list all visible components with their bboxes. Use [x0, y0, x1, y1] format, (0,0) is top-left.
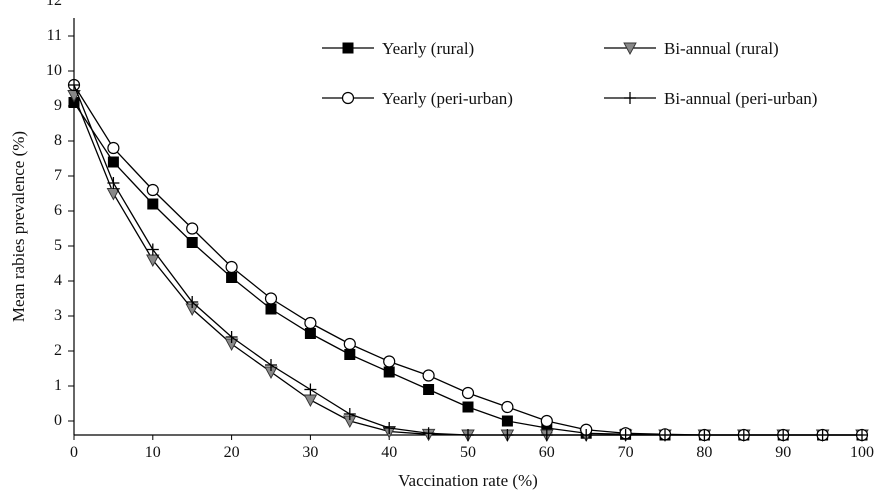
- data-point: [146, 183, 159, 197]
- y-tick-label: 6: [54, 202, 62, 219]
- data-point: [226, 272, 238, 283]
- series-layer: [67, 78, 869, 442]
- y-tick-label: 0: [54, 412, 62, 429]
- legend-item: Yearly (peri-urban): [322, 89, 513, 108]
- series-line: [73, 84, 862, 436]
- data-point: [146, 243, 159, 256]
- data-point: [580, 429, 593, 441]
- legend-item: Yearly (rural): [322, 39, 474, 58]
- y-tick-label: 11: [47, 27, 62, 44]
- y-tick-label: 10: [46, 62, 62, 79]
- data-point: [344, 349, 356, 360]
- data-point: [698, 429, 711, 441]
- y-tick-label: 3: [54, 307, 62, 324]
- data-point: [343, 337, 356, 351]
- data-point: [501, 415, 513, 427]
- y-tick-label: 2: [54, 342, 62, 359]
- data-point: [737, 429, 750, 441]
- y-tick-label: 4: [54, 272, 62, 289]
- data-point: [107, 141, 120, 155]
- data-point: [461, 386, 475, 400]
- x-axis-ticks: 0 10 20 30 40 50 60 70 80 90 100: [70, 435, 874, 461]
- data-point: [304, 316, 317, 330]
- data-point: [540, 429, 553, 441]
- data-point: [147, 198, 159, 210]
- legend-label: Yearly (rural): [382, 39, 474, 58]
- series-line: [73, 84, 862, 436]
- y-tick-label: 1: [54, 377, 62, 394]
- y-tick-label: 5: [54, 237, 62, 254]
- series-line: [73, 95, 862, 436]
- data-point: [303, 394, 318, 407]
- data-point: [624, 92, 636, 104]
- data-point: [623, 42, 637, 55]
- data-point: [343, 408, 356, 420]
- data-point: [501, 429, 514, 441]
- data-point: [107, 177, 120, 189]
- y-tick-label: 7: [54, 167, 62, 184]
- data-point: [422, 369, 435, 382]
- data-point: [107, 156, 119, 168]
- data-point: [186, 296, 199, 308]
- x-tick-label: 70: [618, 444, 634, 461]
- data-point: [856, 429, 868, 441]
- data-point: [304, 383, 317, 396]
- legend: Yearly (rural) Bi-annual (rural) Yearly (p…: [322, 39, 817, 108]
- x-axis-title: Vaccination rate (%): [398, 471, 538, 490]
- x-tick-label: 50: [460, 444, 476, 461]
- series-bi-annual-peri-urban: [68, 79, 868, 441]
- data-point: [225, 260, 238, 274]
- data-point: [422, 427, 435, 440]
- data-point: [462, 429, 474, 441]
- x-tick-label: 40: [381, 444, 397, 461]
- y-tick-label: 9: [54, 97, 62, 114]
- data-point: [341, 91, 355, 105]
- data-point: [383, 355, 396, 368]
- x-tick-label: 20: [224, 444, 240, 461]
- data-point: [462, 401, 474, 413]
- data-point: [342, 42, 354, 54]
- data-point: [777, 429, 790, 441]
- x-tick-label: 10: [145, 444, 161, 461]
- data-point: [304, 328, 316, 339]
- data-point: [619, 429, 632, 441]
- data-point: [816, 429, 829, 441]
- x-tick-label: 80: [696, 444, 712, 461]
- data-point: [68, 79, 80, 91]
- x-tick-label: 60: [539, 444, 555, 461]
- legend-label: Bi-annual (rural): [664, 39, 779, 58]
- legend-label: Bi-annual (peri-urban): [664, 89, 817, 108]
- data-point: [225, 331, 238, 343]
- x-tick-label: 90: [775, 444, 791, 461]
- x-tick-label: 0: [70, 444, 78, 461]
- data-point: [383, 422, 396, 434]
- legend-label: Yearly (peri-urban): [382, 89, 513, 108]
- data-point: [659, 429, 671, 441]
- data-point: [540, 414, 553, 428]
- data-point: [423, 384, 435, 395]
- data-point: [265, 359, 277, 371]
- series-line: [73, 102, 862, 436]
- data-point: [186, 237, 198, 248]
- y-tick-label: 8: [54, 132, 62, 149]
- series-yearly-peri-urban: [67, 78, 869, 442]
- y-axis-title: Mean rabies prevalence (%): [9, 131, 28, 322]
- y-tick-label: 12: [46, 0, 62, 9]
- x-tick-label: 30: [302, 444, 318, 461]
- data-point: [383, 366, 395, 378]
- data-point: [186, 222, 199, 235]
- legend-item: Bi-annual (peri-urban): [604, 89, 817, 108]
- x-tick-label: 100: [850, 444, 874, 461]
- data-point: [501, 400, 514, 414]
- data-point: [265, 303, 277, 315]
- legend-item: Bi-annual (rural): [604, 39, 779, 58]
- data-point: [264, 292, 278, 305]
